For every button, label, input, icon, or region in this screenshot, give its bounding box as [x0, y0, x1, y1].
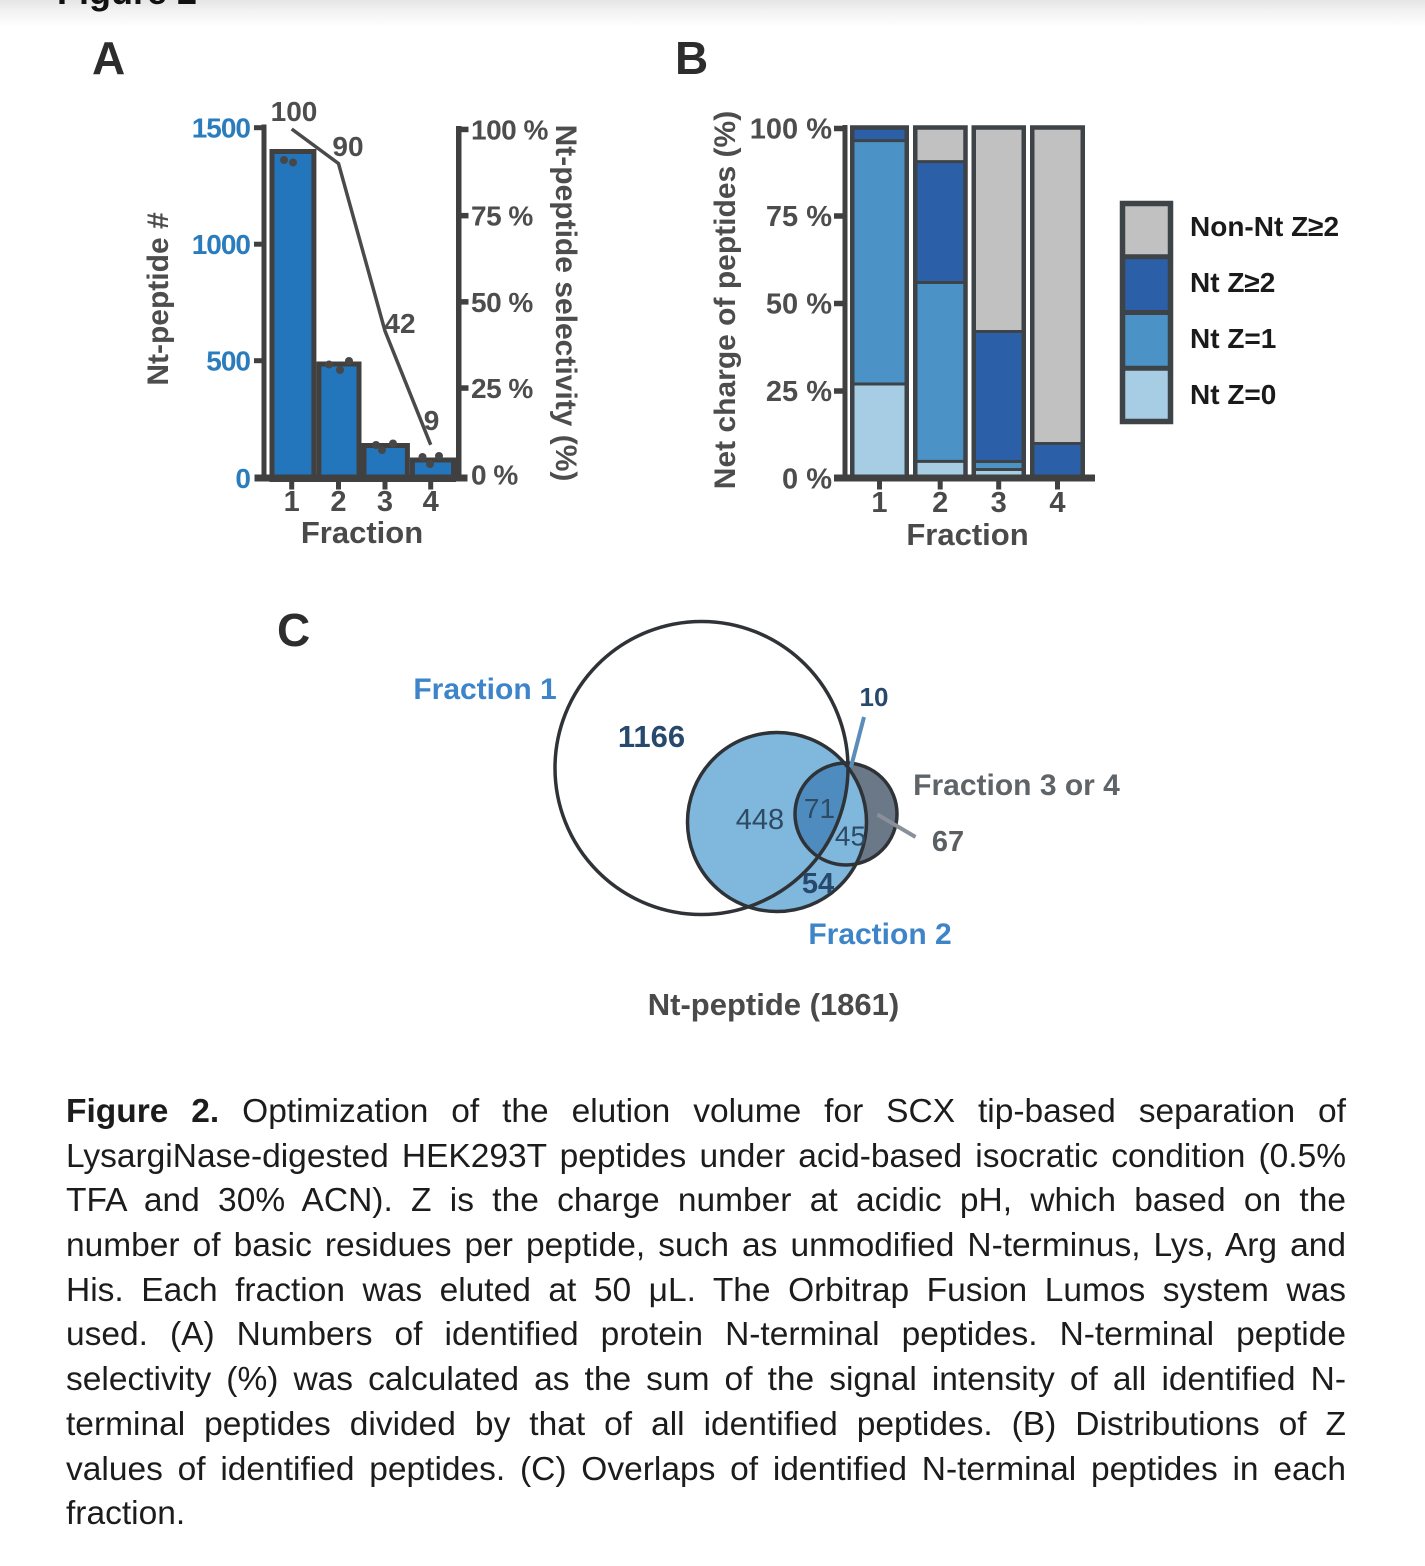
svg-text:2: 2	[932, 487, 948, 519]
svg-text:Nt-peptide selectivity (%): Nt-peptide selectivity (%)	[549, 125, 582, 482]
svg-text:Fraction 2: Fraction 2	[808, 918, 951, 951]
svg-text:B: B	[675, 32, 708, 84]
svg-text:0 %: 0 %	[471, 459, 518, 490]
svg-text:Fraction 3 or 4: Fraction 3 or 4	[913, 769, 1120, 802]
svg-text:A: A	[92, 32, 125, 84]
svg-text:4: 4	[1049, 487, 1065, 519]
svg-text:25 %: 25 %	[766, 376, 832, 408]
svg-text:42: 42	[384, 308, 415, 339]
svg-text:Nt-peptide (1861): Nt-peptide (1861)	[648, 987, 899, 1022]
svg-text:Nt Z≥2: Nt Z≥2	[1190, 267, 1275, 298]
svg-text:Nt-peptide #: Nt-peptide #	[142, 212, 175, 386]
svg-text:2: 2	[330, 486, 346, 518]
svg-text:100 %: 100 %	[750, 114, 832, 146]
svg-text:Net charge of peptides (%): Net charge of peptides (%)	[709, 111, 742, 489]
svg-text:1500: 1500	[192, 113, 251, 144]
svg-text:Non-Nt Z≥2: Non-Nt Z≥2	[1190, 211, 1339, 242]
svg-text:Nt Z=1: Nt Z=1	[1190, 323, 1276, 354]
svg-text:54: 54	[802, 868, 834, 900]
svg-text:500: 500	[206, 346, 250, 377]
svg-text:0: 0	[235, 463, 250, 494]
svg-text:Fraction: Fraction	[906, 517, 1028, 552]
svg-text:50 %: 50 %	[471, 287, 533, 318]
svg-text:50 %: 50 %	[766, 289, 832, 321]
svg-text:1: 1	[284, 486, 300, 518]
svg-text:Fraction 1: Fraction 1	[413, 673, 556, 706]
svg-text:3: 3	[991, 487, 1007, 519]
svg-text:Nt Z=0: Nt Z=0	[1190, 379, 1276, 410]
svg-text:1000: 1000	[192, 229, 251, 260]
svg-text:C: C	[277, 604, 310, 656]
svg-text:9: 9	[424, 405, 440, 436]
svg-text:90: 90	[332, 131, 363, 162]
svg-text:0 %: 0 %	[782, 464, 832, 496]
svg-text:1166: 1166	[618, 719, 685, 754]
svg-text:100: 100	[271, 96, 318, 127]
svg-text:10: 10	[860, 682, 889, 712]
svg-text:71: 71	[804, 793, 835, 824]
svg-text:25 %: 25 %	[471, 373, 533, 404]
svg-text:448: 448	[736, 804, 784, 836]
svg-text:75 %: 75 %	[766, 201, 832, 233]
svg-text:100 %: 100 %	[471, 115, 548, 146]
svg-text:Fraction: Fraction	[301, 515, 423, 550]
svg-text:67: 67	[932, 826, 964, 858]
svg-text:1: 1	[871, 487, 887, 519]
svg-text:45: 45	[835, 821, 866, 852]
svg-text:4: 4	[423, 486, 439, 518]
svg-text:75 %: 75 %	[471, 201, 533, 232]
svg-text:3: 3	[377, 486, 393, 518]
